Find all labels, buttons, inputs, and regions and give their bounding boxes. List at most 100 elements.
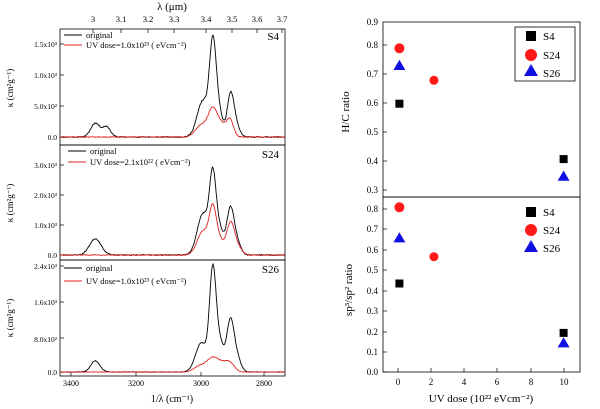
y-tick-label: 0.8 xyxy=(367,40,379,50)
y-tick-label: 0.6 xyxy=(367,98,379,108)
y-tick-label: 0.0 xyxy=(367,367,379,377)
legend-label: S4 xyxy=(543,207,555,219)
legend: original UV dose=1.0x10²³ ( eVcm⁻²) xyxy=(64,263,187,286)
panel-frame xyxy=(382,196,581,373)
legend: original UV dose=2.1x10²² ( eVcm⁻²) xyxy=(68,146,191,167)
x-tick-label: 4 xyxy=(462,377,467,387)
panel-frame xyxy=(382,21,581,198)
top-tick-label: 3.2 xyxy=(143,14,154,24)
legend-box xyxy=(514,26,576,82)
top-tick-label: 3 xyxy=(91,14,95,24)
y-ticks: 0.0 1.0x10³ 2.0x10³ 3.0x10³ xyxy=(34,161,64,260)
spectrum-curves xyxy=(59,34,286,139)
y-ticks: 0.0 0.1 0.2 0.3 0.4 0.5 0.6 0.7 0.8 xyxy=(367,204,387,377)
top-axis-label: λ (μm) xyxy=(157,1,187,13)
top-axis-ticks: 3 3.1 3.2 3.3 3.4 3.5 3.6 3.7 xyxy=(91,14,287,33)
spectrum-curves xyxy=(59,262,285,373)
y-tick-label: 5.0x10² xyxy=(34,102,58,111)
y-ticks: 0.0 5.0x10² 1.0x10³ 1.5x10³ xyxy=(34,40,64,142)
legend-label: UV dose=1.0x10²³ ( eVcm⁻²) xyxy=(86,276,187,286)
legend: S4 S24 S26 xyxy=(524,207,561,255)
y-tick-label: 0.0 xyxy=(48,251,58,260)
legend-label: S26 xyxy=(543,68,561,80)
data-point-s26 xyxy=(557,337,570,348)
series-line-uv xyxy=(59,203,286,257)
legend-marker-circle xyxy=(525,49,537,61)
data-point-s26 xyxy=(393,232,406,243)
data-point-s4 xyxy=(559,155,568,164)
legend: S4 S24 S26 xyxy=(514,26,576,82)
y-tick-label: 0.5 xyxy=(367,127,379,137)
y-tick-label: 0.1 xyxy=(367,347,378,357)
legend-label: S4 xyxy=(543,31,555,43)
x-tick-label: 8 xyxy=(529,377,534,387)
top-tick-label: 3.4 xyxy=(201,14,212,24)
x-tick-label: 3000 xyxy=(193,379,209,388)
y-axis-label: κ (cm²g⁻¹) xyxy=(5,184,15,222)
legend-marker-triangle xyxy=(524,64,538,76)
spectrum-curves xyxy=(59,166,286,257)
y-ticks: 0.3 0.4 0.5 0.6 0.7 0.8 0.9 xyxy=(367,17,387,195)
data-point-s24 xyxy=(394,202,405,213)
top-tick-label: 3.6 xyxy=(252,14,263,24)
x-tick-label: 2 xyxy=(429,377,434,387)
data-point-s24 xyxy=(429,252,439,262)
y-tick-label: 0.8 xyxy=(367,204,379,214)
legend-label: original xyxy=(86,30,113,40)
spectrum-panel-s24: 0.0 1.0x10³ 2.0x10³ 3.0x10³ κ (cm²g⁻¹) S… xyxy=(5,144,286,261)
y-tick-label: 0.7 xyxy=(367,69,379,79)
scatter-points xyxy=(393,43,570,181)
data-point-s4 xyxy=(559,328,568,337)
top-tick-label: 3.3 xyxy=(169,14,180,24)
hc-ratio-panel: 0.3 0.4 0.5 0.6 0.7 0.8 0.9 H/C ratio S4… xyxy=(340,17,581,198)
y-tick-label: 0.4 xyxy=(367,286,379,296)
legend-label: S24 xyxy=(543,50,561,62)
x-tick-label: 3200 xyxy=(128,379,144,388)
series-line-original xyxy=(59,34,286,139)
y-tick-label: 1.0x10³ xyxy=(34,71,58,80)
legend-label: UV dose=1.0x10²³ ( eVcm⁻²) xyxy=(86,40,187,50)
x-axis-label: 1/λ (cm⁻¹) xyxy=(151,394,193,405)
panel-label: S4 xyxy=(267,31,279,43)
x-tick-label: 6 xyxy=(495,377,500,387)
legend-marker-triangle xyxy=(524,240,538,252)
y-tick-label: 8.0x10² xyxy=(34,335,58,344)
series-line-original xyxy=(59,166,286,257)
data-point-s24 xyxy=(394,43,405,54)
y-axis-label: κ (cm²g⁻¹) xyxy=(5,299,15,337)
y-tick-label: 1.6x10³ xyxy=(34,298,58,307)
y-tick-label: 1.5x10³ xyxy=(34,40,58,49)
panel-frame xyxy=(59,259,286,377)
y-tick-label: 0.7 xyxy=(367,224,379,234)
y-axis-label: H/C ratio xyxy=(340,91,352,133)
legend: original UV dose=1.0x10²³ ( eVcm⁻²) xyxy=(64,30,187,50)
legend-label: UV dose=2.1x10²² ( eVcm⁻²) xyxy=(90,157,191,167)
top-tick-label: 3.5 xyxy=(227,14,238,24)
top-tick-label: 3.1 xyxy=(116,14,127,24)
x-ticks: 3400 3200 3000 2800 xyxy=(63,372,272,388)
y-axis-label: sp³/sp² ratio xyxy=(343,263,355,316)
y-tick-label: 0.9 xyxy=(367,17,379,27)
y-tick-label: 1.0x10³ xyxy=(34,221,58,230)
spectrum-panel-s4: λ (μm) 3 3.1 3.2 3.3 3.4 3.5 3.6 3.7 0.0… xyxy=(5,1,287,146)
scatter-points xyxy=(393,202,570,348)
x-tick-label: 2800 xyxy=(256,379,272,388)
y-tick-label: 2.4x10³ xyxy=(34,262,58,271)
y-tick-label: 0.6 xyxy=(367,245,379,255)
data-point-s26 xyxy=(557,170,570,181)
y-tick-label: 0.0 xyxy=(48,133,58,142)
y-ticks: 0.0 8.0x10² 1.6x10³ 2.4x10³ xyxy=(34,262,64,377)
series-line-uv xyxy=(59,106,286,139)
data-point-s4 xyxy=(395,99,404,108)
legend-label: S26 xyxy=(543,243,561,255)
legend-marker-square xyxy=(526,207,536,217)
y-tick-label: 0.3 xyxy=(367,185,379,195)
legend-label: S24 xyxy=(543,225,561,237)
panel-label: S26 xyxy=(262,264,280,276)
legend-label: original xyxy=(86,263,113,273)
panel-label: S24 xyxy=(262,149,280,161)
legend-label: original xyxy=(90,146,117,156)
y-tick-label: 2.0x10³ xyxy=(34,191,58,200)
x-tick-label: 10 xyxy=(560,377,570,387)
